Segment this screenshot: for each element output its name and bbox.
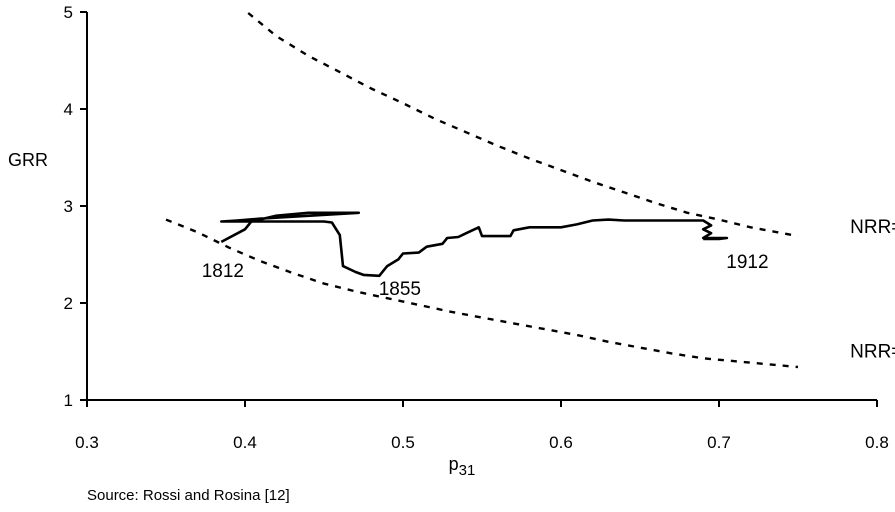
annotation-label: 1855 (379, 279, 421, 300)
dashed-curve-nrr-2 (247, 12, 799, 238)
y-tick-label: 1 (64, 391, 73, 410)
x-axis-title: p31 (449, 454, 476, 479)
dashed-curve-nrr-1 (165, 218, 799, 369)
y-tick-label: 3 (64, 197, 73, 216)
x-tick-label: 0.5 (391, 433, 415, 452)
x-tick-label: 0.4 (233, 433, 257, 452)
x-tick-label: 0.6 (549, 433, 573, 452)
series-layer (165, 12, 799, 369)
x-axis-title-subscript: 31 (459, 462, 476, 479)
plot-area: 1 2 3 4 5 0.3 0.4 0.5 0.6 0.7 0.8 (64, 3, 889, 452)
annotation-label: 1912 (726, 252, 768, 273)
y-axis-title: GRR (8, 150, 48, 170)
y-tick-label: 5 (64, 3, 73, 22)
grr-trajectory-line (220, 211, 729, 278)
x-tick-label: 0.3 (75, 433, 99, 452)
annotation-label: NRR=2 (850, 217, 895, 238)
annotation-label: 1812 (202, 261, 244, 282)
x-axis-title-main: p (449, 454, 459, 474)
y-tick-label: 4 (64, 100, 73, 119)
x-tick-label: 0.7 (707, 433, 731, 452)
annotation-layer: 1812 1855 1912 NRR=2 NRR=1 (202, 217, 895, 362)
x-tick-label: 0.8 (865, 433, 889, 452)
source-note: Source: Rossi and Rosina [12] (87, 487, 290, 504)
annotation-label: NRR=1 (850, 341, 895, 362)
y-tick-label: 2 (64, 294, 73, 313)
